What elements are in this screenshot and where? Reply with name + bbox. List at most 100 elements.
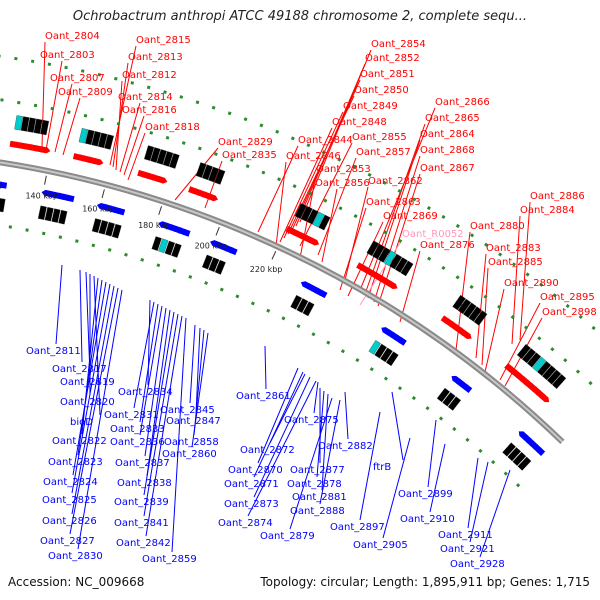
- feature-block: [502, 442, 516, 457]
- label-connector: [144, 307, 167, 457]
- feature-block: [14, 115, 23, 131]
- label-connector: [127, 132, 146, 181]
- tick-label: 160 kbp: [82, 205, 115, 214]
- feature-block: [51, 208, 61, 223]
- label-connector: [119, 102, 141, 173]
- label-connector: [399, 250, 421, 323]
- gene-label: Oant_2818: [145, 122, 200, 133]
- feature-block: [151, 236, 162, 251]
- accession-text: Accession: NC_009668: [8, 575, 145, 589]
- gene-label: Oant_2815: [136, 35, 191, 46]
- label-connector: [289, 397, 333, 530]
- label-connector: [62, 97, 81, 156]
- gene-label: Oant_2874: [218, 518, 273, 529]
- gene-label: Oant_2869: [383, 211, 438, 222]
- gene-label: Oant_2823: [48, 457, 103, 468]
- tick-label: 140 kbp: [25, 191, 58, 200]
- gene-label: Oant_2877: [290, 465, 345, 476]
- label-connector: [69, 287, 119, 535]
- label-connector: [54, 83, 73, 153]
- label-connector: [115, 80, 123, 171]
- gene-label: Oant_2866: [435, 97, 490, 108]
- gene-label: Oant_2884: [520, 205, 575, 216]
- feature-block: [85, 129, 95, 145]
- label-connector: [133, 301, 155, 409]
- feature-block: [394, 257, 408, 273]
- forward-gene-arrow: [207, 193, 218, 202]
- gene-label: Oant_2824: [43, 477, 98, 488]
- label-connector: [253, 376, 311, 498]
- forward-gene-arrow: [308, 237, 320, 246]
- reverse-gene-arrow: [317, 289, 328, 299]
- gene-label: Oant_2829: [218, 137, 273, 148]
- gene-label: Oant_2852: [365, 53, 420, 64]
- gene-label: Oant_2819: [60, 377, 115, 388]
- gene-label: Oant_2879: [260, 531, 315, 542]
- feature-block: [551, 374, 567, 389]
- gene-label: Oant_2899: [398, 489, 453, 500]
- gene-label: Oant_2911: [438, 530, 493, 541]
- feature-block: [202, 164, 213, 181]
- gene-label: Oant_2844: [298, 135, 353, 146]
- gene-label: Oant_2841: [114, 518, 169, 529]
- gene-label: Oant_2860: [162, 449, 217, 460]
- tick-label: 180 kbp: [138, 221, 171, 230]
- gene-label: Oant_2822: [52, 436, 107, 447]
- label-connector: [204, 160, 223, 209]
- feature-block: [214, 259, 226, 275]
- label-connector: [279, 127, 333, 243]
- gene-label: Oant_2812: [122, 70, 177, 81]
- label-connector: [139, 305, 163, 436]
- gene-label: Oant_2859: [142, 554, 197, 565]
- feature-block: [527, 352, 542, 368]
- feature-block: [366, 240, 380, 257]
- feature-block: [169, 153, 180, 169]
- gene-label: Oant_2848: [332, 117, 387, 128]
- gene-label: Oant_2833: [110, 424, 165, 435]
- reverse-gene-arrow: [227, 247, 238, 256]
- genome-rings: [0, 54, 600, 488]
- feature-block: [377, 247, 391, 263]
- feature-block: [97, 132, 108, 149]
- feature-block: [312, 211, 325, 228]
- reverse-gene-arrow: [462, 384, 473, 394]
- label-connector: [429, 443, 446, 513]
- tick-label: 120 kbp: [0, 182, 2, 191]
- label-connector: [191, 332, 209, 448]
- gene-label: Oant_2872: [240, 445, 295, 456]
- feature-block: [44, 207, 54, 222]
- backbone-highlight: [0, 161, 564, 443]
- gene-label: Oant_2867: [420, 163, 475, 174]
- label-connector: [339, 207, 367, 291]
- label-connector: [519, 201, 531, 341]
- label-connector: [484, 288, 505, 373]
- gene-label: Oant_2820: [60, 397, 115, 408]
- feature-block: [150, 147, 161, 163]
- feature-block: [0, 198, 6, 213]
- feature-block: [532, 356, 547, 372]
- feature-block: [164, 240, 176, 256]
- tick-mark: [158, 206, 163, 215]
- tick-mark: [215, 226, 220, 236]
- feature-block: [294, 203, 307, 219]
- label-connector: [189, 324, 196, 404]
- gene-label: Oant_2826: [42, 516, 97, 527]
- label-connector-lines: [41, 41, 543, 558]
- feature-block: [385, 351, 399, 367]
- label-connector: [146, 309, 171, 477]
- feature-block: [537, 360, 552, 376]
- forward-gene-arrow: [387, 280, 398, 290]
- gene-label: Oant_2839: [114, 497, 169, 508]
- gene-label: Oant_2886: [530, 191, 585, 202]
- label-connector: [77, 289, 123, 550]
- gene-label: Oant_2864: [420, 129, 475, 140]
- feature-block: [521, 348, 536, 364]
- label-connector: [257, 145, 299, 233]
- feature-block: [436, 387, 450, 403]
- gene-label: Oant_2881: [292, 492, 347, 503]
- label-connector: [195, 327, 201, 415]
- gene-label: ftrB: [373, 462, 391, 473]
- gene-label: Oant_2845: [160, 405, 215, 416]
- tick-mark: [271, 250, 277, 260]
